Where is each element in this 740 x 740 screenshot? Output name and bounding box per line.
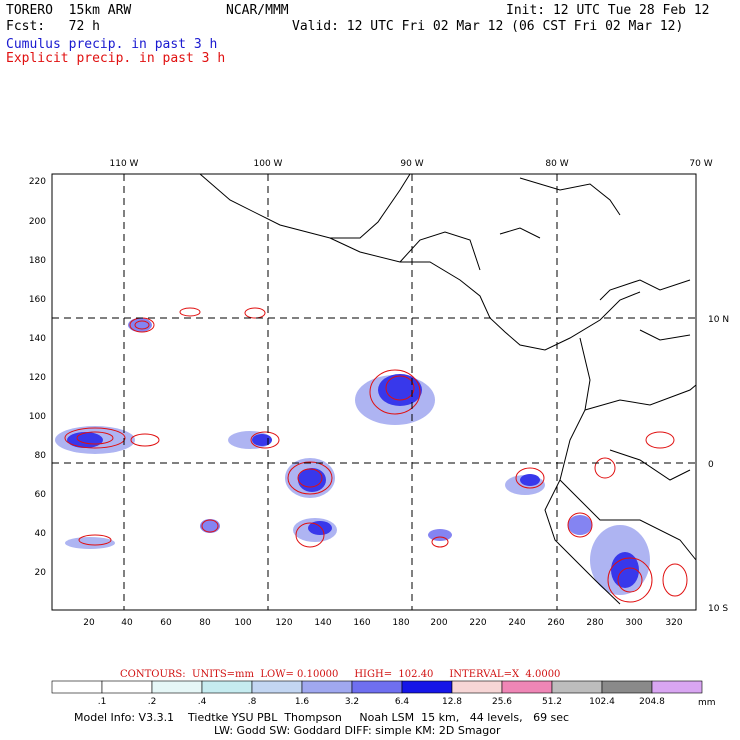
y-tick-label: 200 <box>29 217 46 227</box>
y-tick-label: 20 <box>35 568 47 578</box>
colorbar-label: 102.4 <box>589 697 615 707</box>
colorbar-swatch <box>301 680 353 694</box>
x-tick-label: 260 <box>547 618 564 628</box>
forecast-hour: Fcst: 72 h <box>6 19 100 34</box>
x-tick-label: 280 <box>586 618 603 628</box>
lon-label-100w: 100 W <box>254 159 283 169</box>
colorbar-label: .8 <box>248 697 257 707</box>
y-tick-label: 160 <box>29 295 46 305</box>
colorbar-label: 204.8 <box>639 697 665 707</box>
colorbar-unit: mm <box>698 698 716 708</box>
colorbar-swatch <box>401 680 453 694</box>
explicit-legend: Explicit precip. in past 3 h <box>6 51 226 66</box>
x-tick-label: 300 <box>625 618 642 628</box>
model-info-line2: LW: Godd SW: Goddard DIFF: simple KM: 2D… <box>214 724 501 737</box>
contour-info: CONTOURS: UNITS=mm LOW= 0.10000 HIGH= 10… <box>120 669 560 680</box>
y-tick-label: 180 <box>29 256 46 266</box>
colorbar-label: 3.2 <box>345 697 359 707</box>
colorbar-swatch <box>251 680 303 694</box>
coastlines <box>199 173 697 605</box>
y-tick-label: 220 <box>29 177 46 187</box>
colorbar-label: .1 <box>98 697 107 707</box>
lat-label-10n: 10 N <box>708 315 729 325</box>
explicit-precip-contours <box>64 307 688 603</box>
lat-label-0: 0 <box>708 460 714 470</box>
colorbar-swatch <box>351 680 403 694</box>
cumulus-precip-shading <box>55 318 650 595</box>
cumulus-legend: Cumulus precip. in past 3 h <box>6 37 218 52</box>
lon-label-110w: 110 W <box>110 159 139 169</box>
colorbar-label: 1.6 <box>295 697 310 707</box>
lon-label-70w: 70 W <box>689 159 712 169</box>
init-time: Init: 12 UTC Tue 28 Feb 12 <box>506 3 710 18</box>
x-axis: 20 40 60 80 100 120 140 160 180 200 220 … <box>83 618 683 628</box>
y-tick-label: 40 <box>35 529 47 539</box>
contour-low: LOW= 0.10000 <box>260 669 339 680</box>
colorbar-swatch <box>201 680 253 694</box>
x-tick-label: 20 <box>83 618 95 628</box>
colorbar-swatch <box>501 680 553 694</box>
colorbar-swatch <box>101 680 153 694</box>
lon-label-80w: 80 W <box>545 159 568 169</box>
x-tick-label: 180 <box>392 618 409 628</box>
contour-high: HIGH= 102.40 <box>354 669 434 680</box>
colorbar-label: .4 <box>198 697 207 707</box>
y-tick-label: 140 <box>29 334 46 344</box>
x-tick-label: 220 <box>469 618 486 628</box>
model-title: TORERO 15km ARW <box>6 3 132 18</box>
center-label: NCAR/MMM <box>226 3 289 18</box>
x-tick-label: 40 <box>121 618 133 628</box>
x-tick-label: 320 <box>665 618 682 628</box>
y-tick-label: 120 <box>29 373 46 383</box>
x-tick-label: 120 <box>275 618 292 628</box>
colorbar-label: 12.8 <box>442 697 462 707</box>
graticule <box>52 174 696 610</box>
colorbar-swatch <box>651 680 703 694</box>
y-axis: 220 200 180 160 140 120 100 80 60 40 20 <box>29 177 46 578</box>
x-tick-label: 140 <box>314 618 331 628</box>
contour-units: UNITS=mm <box>192 669 255 680</box>
colorbar-swatch <box>451 680 503 694</box>
map-frame <box>51 173 697 611</box>
colorbar-label: 25.6 <box>492 697 512 707</box>
x-tick-label: 240 <box>508 618 525 628</box>
colorbar-swatch <box>51 680 103 694</box>
colorbar-label: 6.4 <box>395 697 410 707</box>
lon-label-90w: 90 W <box>400 159 423 169</box>
colorbar-swatch <box>601 680 653 694</box>
colorbar-swatch <box>551 680 603 694</box>
x-tick-label: 60 <box>160 618 172 628</box>
contour-interval: INTERVAL=X 4.0000 <box>449 669 561 680</box>
x-tick-label: 200 <box>430 618 447 628</box>
colorbar: .1 .2 .4 .8 1.6 3.2 6.4 12.8 25.6 51.2 102.4 204.8 <box>51 680 703 707</box>
contour-label: CONTOURS: <box>120 669 186 680</box>
y-tick-label: 100 <box>29 412 46 422</box>
x-tick-label: 80 <box>199 618 211 628</box>
y-tick-label: 60 <box>35 490 47 500</box>
x-tick-label: 100 <box>234 618 251 628</box>
colorbar-label: 51.2 <box>542 697 562 707</box>
colorbar-label: .2 <box>148 697 157 707</box>
colorbar-swatch <box>151 680 203 694</box>
valid-time: Valid: 12 UTC Fri 02 Mar 12 (06 CST Fri … <box>292 19 684 34</box>
x-tick-label: 160 <box>353 618 370 628</box>
model-info-line1: Model Info: V3.3.1 Tiedtke YSU PBL Thomp… <box>74 711 570 724</box>
lat-label-10s: 10 S <box>708 604 728 614</box>
y-tick-label: 80 <box>35 451 47 461</box>
